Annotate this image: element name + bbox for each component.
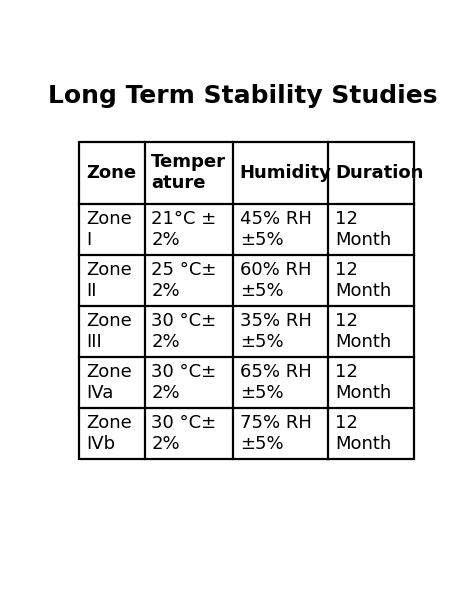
Text: 30 °C±
2%: 30 °C± 2% <box>151 363 216 402</box>
Text: Long Term Stability Studies: Long Term Stability Studies <box>48 84 438 109</box>
Text: Zone
IVb: Zone IVb <box>86 415 132 453</box>
Bar <box>80 142 414 460</box>
Text: Humidity: Humidity <box>240 164 332 182</box>
Text: 30 °C±
2%: 30 °C± 2% <box>151 312 216 351</box>
Text: 60% RH
±5%: 60% RH ±5% <box>240 261 311 299</box>
Text: 45% RH
±5%: 45% RH ±5% <box>240 210 312 248</box>
Text: 65% RH
±5%: 65% RH ±5% <box>240 363 311 402</box>
Text: Zone
I: Zone I <box>86 210 132 248</box>
Text: 75% RH
±5%: 75% RH ±5% <box>240 415 312 453</box>
Text: 12
Month: 12 Month <box>335 210 392 248</box>
Text: Zone: Zone <box>86 164 136 182</box>
Text: Zone
II: Zone II <box>86 261 132 299</box>
Text: 25 °C±
2%: 25 °C± 2% <box>151 261 217 299</box>
Text: 30 °C±
2%: 30 °C± 2% <box>151 415 216 453</box>
Text: 12
Month: 12 Month <box>335 312 392 351</box>
Text: 12
Month: 12 Month <box>335 363 392 402</box>
Text: Duration: Duration <box>335 164 423 182</box>
Text: 21°C ±
2%: 21°C ± 2% <box>151 210 217 248</box>
Text: 12
Month: 12 Month <box>335 261 392 299</box>
Text: Zone
III: Zone III <box>86 312 132 351</box>
Text: Zone
IVa: Zone IVa <box>86 363 132 402</box>
Text: Temper
ature: Temper ature <box>151 154 226 192</box>
Text: 35% RH
±5%: 35% RH ±5% <box>240 312 312 351</box>
Text: 12
Month: 12 Month <box>335 415 392 453</box>
